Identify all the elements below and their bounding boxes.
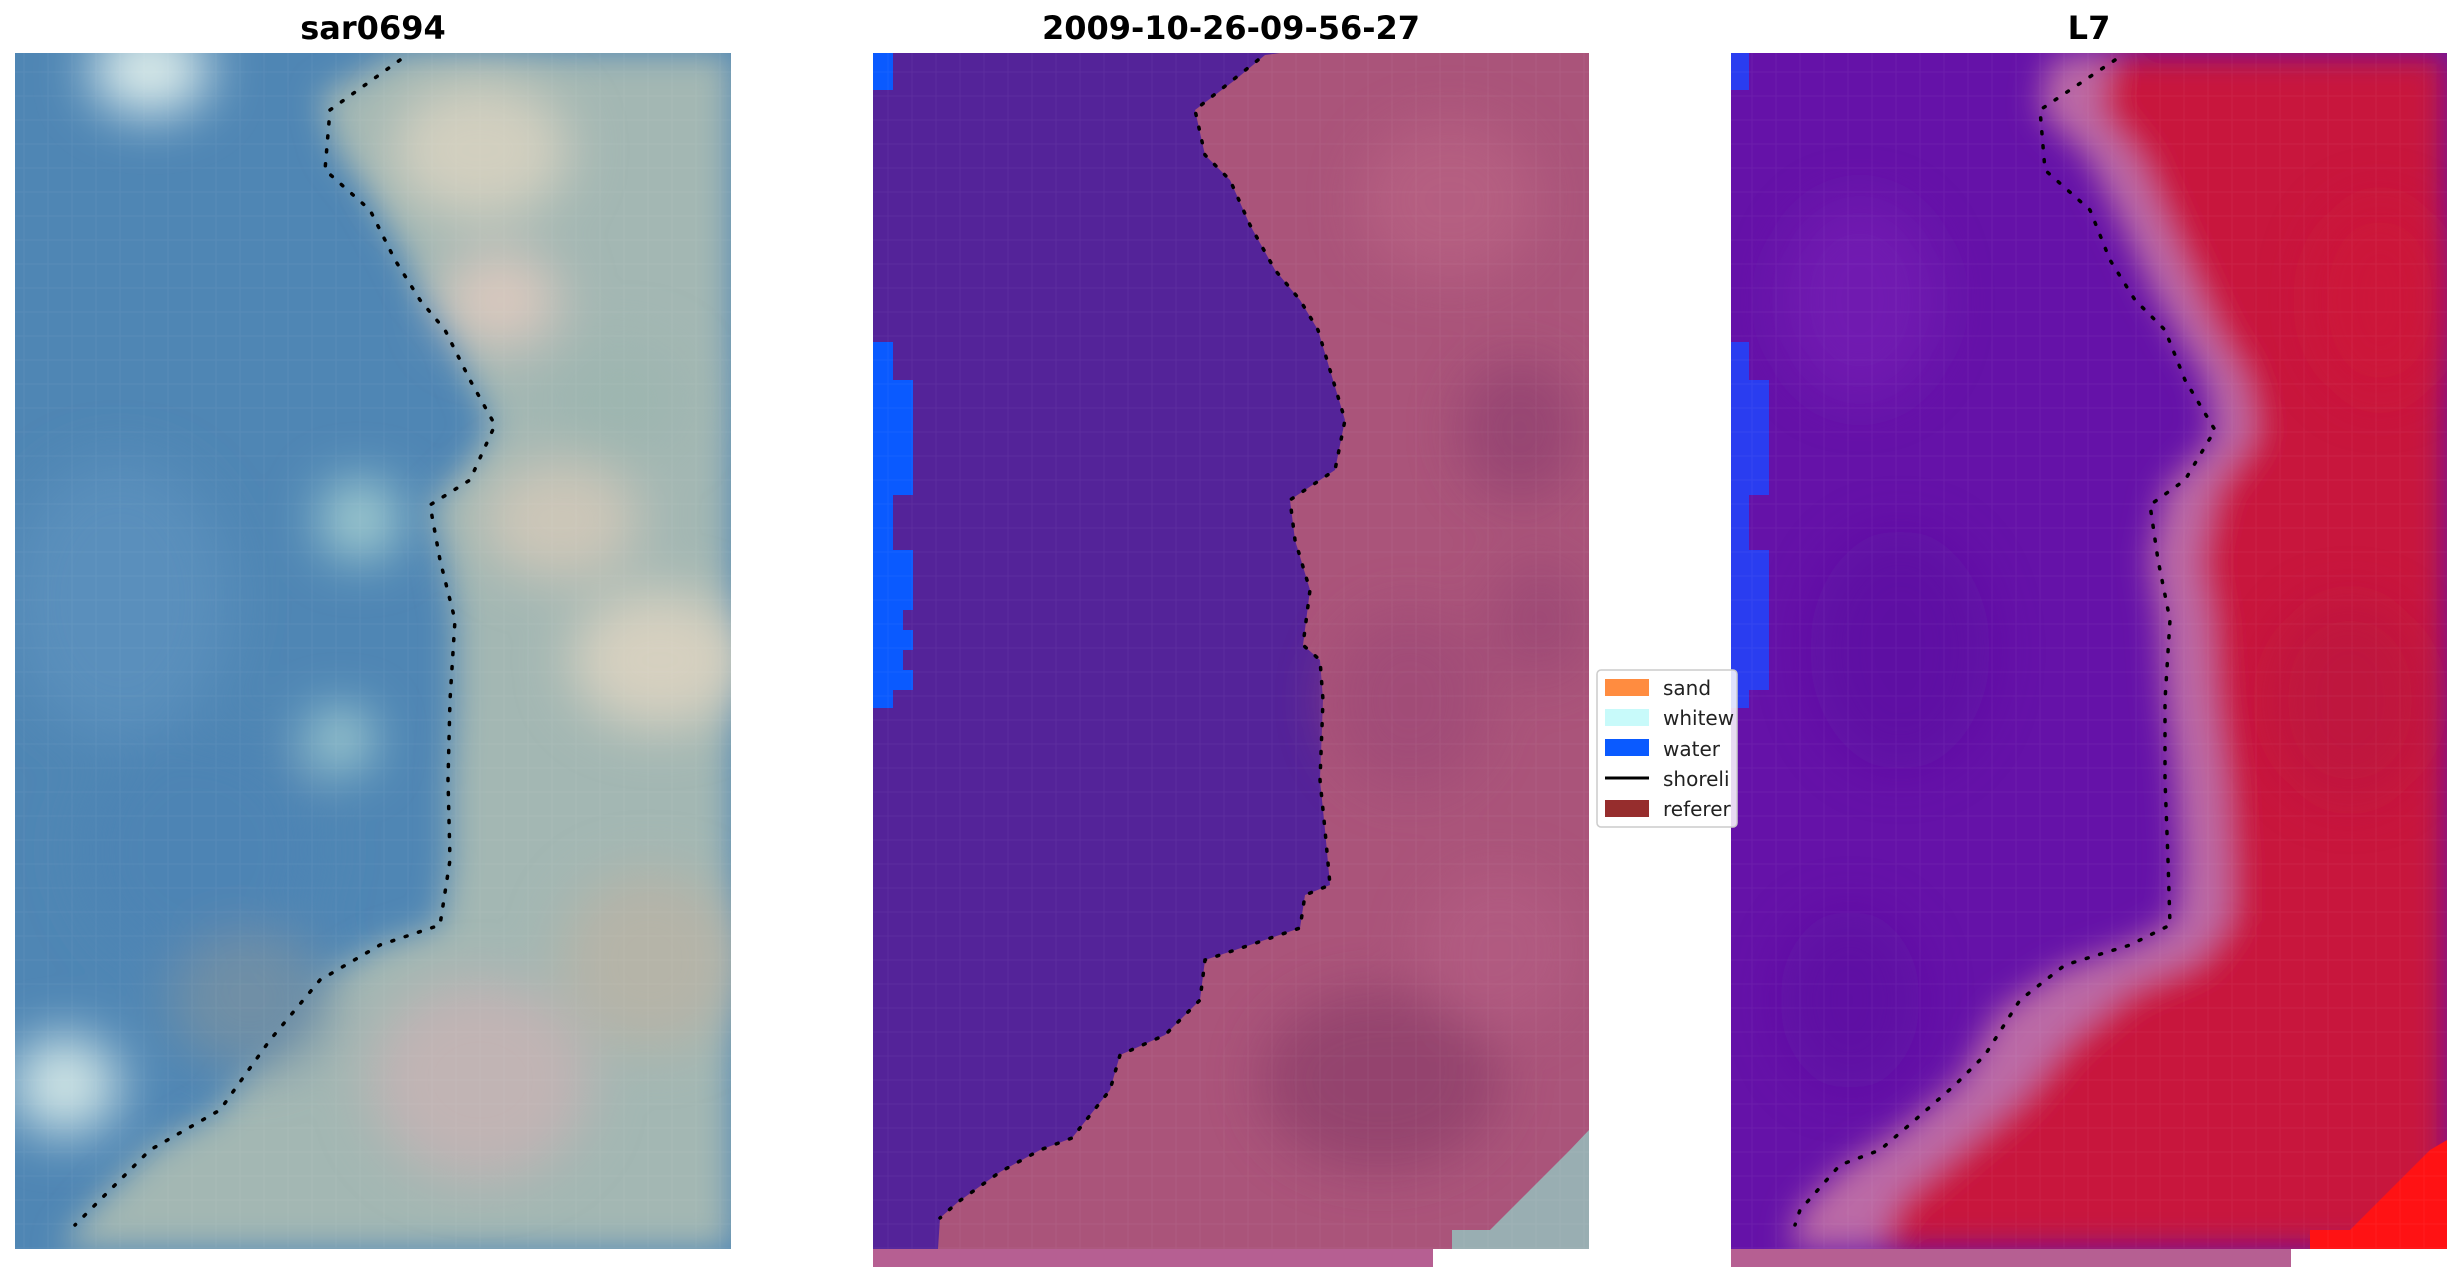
classified-bottom-strip — [873, 1249, 1433, 1267]
rgb-image — [15, 53, 731, 1249]
classified-panel-title: 2009-10-26-09-56-27 — [1042, 9, 1420, 47]
legend-item-shoreline: shoreli — [1605, 767, 1730, 791]
legend-item-whitewater: whitew — [1605, 706, 1734, 730]
legend-swatch-water — [1605, 739, 1649, 756]
legend-swatch-whitewater — [1605, 709, 1649, 726]
index-image — [1731, 53, 2447, 1249]
rgb-panel: sar0694 — [15, 9, 731, 1249]
legend-item-sand: sand — [1605, 676, 1711, 700]
legend-label-sand: sand — [1663, 676, 1711, 700]
classified-image — [873, 53, 1589, 1249]
legend-label-water: water — [1663, 737, 1721, 761]
index-bottom-strip — [1731, 1249, 2291, 1267]
legend-label-whitewater: whitew — [1663, 706, 1734, 730]
rgb-panel-title: sar0694 — [300, 9, 445, 47]
legend-swatch-sand — [1605, 679, 1649, 696]
legend-label-reference: referer — [1663, 797, 1732, 821]
legend-item-water: water — [1605, 737, 1721, 761]
legend-occluder — [1731, 670, 1769, 720]
legend-item-reference: referer — [1605, 797, 1732, 821]
legend-swatch-reference — [1605, 800, 1649, 817]
rgb-shoreline — [73, 58, 497, 1227]
index-panel-title: L7 — [2068, 9, 2111, 47]
legend: sand whitew water shoreli referer — [1596, 669, 1738, 828]
classified-panel: 2009-10-26-09-56-27 — [873, 9, 1589, 1267]
legend-label-shoreline: shoreli — [1663, 767, 1730, 791]
index-panel: L7 — [1731, 9, 2447, 1267]
index-shoreline — [1793, 58, 2218, 1227]
